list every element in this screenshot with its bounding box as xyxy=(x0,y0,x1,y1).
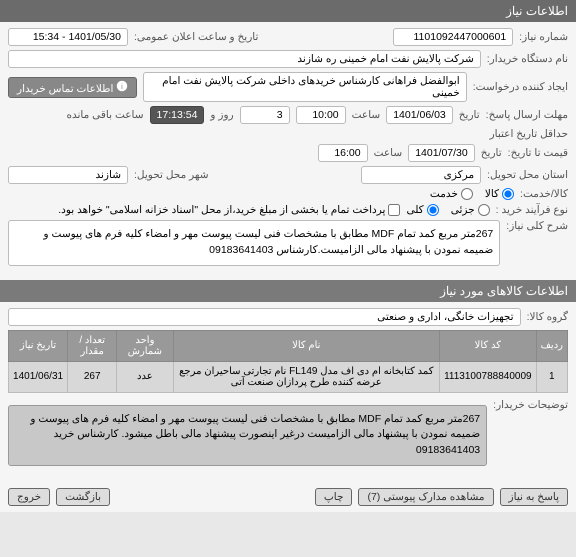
proc-note-checkbox[interactable] xyxy=(388,204,400,216)
buyer-desc-box: 267متر مربع کمد تمام MDF مطابق با مشخصات… xyxy=(8,405,487,466)
main-header: اطلاعات نیاز xyxy=(0,0,576,22)
goods-svc-label: کالا/خدمت: xyxy=(520,188,568,200)
valid-date-lbl: تاریخ xyxy=(481,147,502,159)
valid-date-field: 1401/07/30 xyxy=(408,144,475,162)
pub-date-label: تاریخ و ساعت اعلان عمومی: xyxy=(134,31,258,43)
exit-button[interactable]: خروج xyxy=(8,488,50,506)
valid-sub-label: قیمت تا تاریخ: xyxy=(508,147,568,159)
table-header: ردیف xyxy=(536,330,567,361)
desc-label: شرح کلی نیاز: xyxy=(506,220,568,232)
days-field: 3 xyxy=(240,106,290,124)
device-label: نام دستگاه خریدار: xyxy=(487,53,568,65)
proc-full-input[interactable] xyxy=(427,204,439,216)
creator-label: ایجاد کننده درخواست: xyxy=(473,81,568,93)
proc-label: نوع فرآیند خرید : xyxy=(496,204,568,216)
goods-radio-label: کالا xyxy=(485,188,499,200)
countdown-field: 17:13:54 xyxy=(150,106,205,124)
contact-button[interactable]: i اطلاعات تماس خریدار xyxy=(8,77,137,98)
valid-label: حداقل تاریخ اعتبار xyxy=(490,128,568,140)
remain-label: ساعت باقی مانده xyxy=(66,109,143,121)
table-cell: 1113100788840009 xyxy=(440,361,537,392)
resp-date-field: 1401/06/03 xyxy=(386,106,453,124)
table-header: تاریخ نیاز xyxy=(9,330,68,361)
table-cell: 1 xyxy=(536,361,567,392)
goods-radio[interactable]: کالا xyxy=(485,188,514,200)
deliv-prov-field: مرکزی xyxy=(361,166,481,184)
svc-radio-label: خدمت xyxy=(430,188,458,200)
deliv-city-field: شازند xyxy=(8,166,128,184)
reply-button[interactable]: پاسخ به نیاز xyxy=(500,488,568,506)
resp-time-label: ساعت xyxy=(352,109,381,121)
valid-time-field: 16:00 xyxy=(318,144,368,162)
resp-time-field: 10:00 xyxy=(296,106,346,124)
table-header: واحد شمارش xyxy=(117,330,173,361)
group-label: گروه کالا: xyxy=(527,311,568,323)
buyer-desc-label: توضیحات خریدار: xyxy=(493,399,568,411)
back-button[interactable]: بازگشت xyxy=(56,488,110,506)
resp-date-label: تاریخ xyxy=(459,109,480,121)
deliv-city-label: شهر محل تحویل: xyxy=(134,169,209,181)
need-no-label: شماره نیاز: xyxy=(519,31,568,43)
need-no-field: 1101092447000601 xyxy=(393,28,513,46)
resp-deadline-label: مهلت ارسال پاسخ: xyxy=(486,109,568,121)
table-cell: 1401/06/31 xyxy=(9,361,68,392)
table-cell: عدد xyxy=(117,361,173,392)
proc-partial-input[interactable] xyxy=(478,204,490,216)
table-cell: 267 xyxy=(68,361,117,392)
deliv-prov-label: استان محل تحویل: xyxy=(487,169,568,181)
proc-radio-group: جزئی کلی xyxy=(406,204,489,216)
valid-time-lbl: ساعت xyxy=(374,147,403,159)
info-icon: i xyxy=(116,80,128,92)
table-cell: کمد کتابخانه ام دی اف مدل FL149 نام تجار… xyxy=(173,361,440,392)
items-table: ردیفکد کالانام کالاواحد شمارشتعداد / مقد… xyxy=(8,330,568,393)
group-field: تجهیزات خانگی، اداری و صنعتی xyxy=(8,308,521,326)
proc-note-check[interactable]: پرداخت تمام یا بخشی از مبلغ خرید،از محل … xyxy=(58,204,400,216)
proc-partial-radio[interactable]: جزئی xyxy=(451,204,490,216)
desc-box: 267متر مربع کمد تمام MDF مطابق با مشخصات… xyxy=(8,220,500,266)
contact-button-label: اطلاعات تماس خریدار xyxy=(17,83,113,95)
goods-svc-radio-group: کالا خدمت xyxy=(430,188,514,200)
days-label: روز و xyxy=(210,109,233,121)
proc-full-radio[interactable]: کلی xyxy=(406,204,438,216)
proc-note-label: پرداخت تمام یا بخشی از مبلغ خرید،از محل … xyxy=(58,204,385,216)
device-field: شرکت پالایش نفت امام خمینی ره شازند xyxy=(8,50,481,68)
table-row: 11113100788840009کمد کتابخانه ام دی اف م… xyxy=(9,361,568,392)
creator-field: ابوالفضل فراهانی کارشناس خریدهای داخلی ش… xyxy=(143,72,466,102)
items-header: اطلاعات کالاهای مورد نیاز xyxy=(0,280,576,302)
table-header: نام کالا xyxy=(173,330,440,361)
table-header: کد کالا xyxy=(440,330,537,361)
proc-full-label: کلی xyxy=(406,204,423,216)
pub-date-field: 1401/05/30 - 15:34 xyxy=(8,28,128,46)
attach-button[interactable]: مشاهده مدارک پیوستی (7) xyxy=(358,488,493,506)
print-button[interactable]: چاپ xyxy=(315,488,353,506)
table-header: تعداد / مقدار xyxy=(68,330,117,361)
svc-radio[interactable]: خدمت xyxy=(430,188,473,200)
svc-radio-input[interactable] xyxy=(461,188,473,200)
goods-radio-input[interactable] xyxy=(502,188,514,200)
proc-partial-label: جزئی xyxy=(451,204,475,216)
